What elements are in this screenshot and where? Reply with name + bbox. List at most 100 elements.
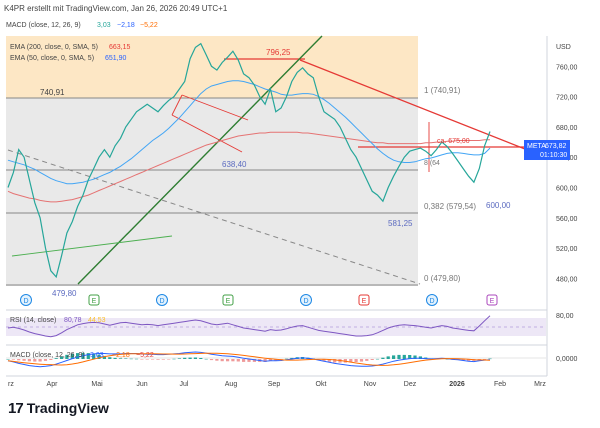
event-marker[interactable]: E [358, 294, 370, 306]
ema200-line [7, 131, 490, 203]
macd-signal-line [7, 352, 491, 366]
event-letter: E [92, 298, 97, 305]
rsi-v2: 44,53 [88, 317, 106, 324]
macd-hist-bar [397, 354, 401, 359]
macd-hist-bar [381, 357, 385, 359]
earnings-icon [88, 294, 100, 306]
macd-hist-bar [359, 359, 364, 362]
red-channel-lower [171, 114, 243, 153]
macd-hist-bar [92, 353, 96, 359]
macd-hist-bar [97, 354, 101, 359]
dividend-icon [300, 294, 312, 306]
event-marker[interactable]: D [300, 294, 312, 306]
macd-hist-bar [263, 359, 267, 362]
macd-hist-bar [183, 357, 187, 359]
macd-hist-bar [231, 359, 235, 362]
macd-hist-bar [226, 359, 230, 362]
event-marker[interactable]: E [486, 294, 498, 306]
event-marker[interactable]: E [88, 294, 100, 306]
macd-hist-bar [215, 359, 219, 361]
top-macd-v2: −2,18 [117, 22, 135, 29]
event-marker[interactable]: D [20, 294, 32, 306]
x-axis-label: rz [8, 381, 14, 388]
event-letter: D [303, 298, 308, 305]
event-letter: D [23, 298, 28, 305]
annot-mid-level: 638,40 [222, 160, 247, 169]
chart-credit: K4PR erstellt mit TradingView.com, Jan 2… [4, 4, 228, 13]
macd-hist-bar [284, 358, 289, 360]
tradingview-brand: TradingView [26, 400, 109, 416]
y-tick-label: 600,00 [556, 186, 578, 193]
macd-hist-bar [193, 357, 197, 359]
macd-v2: −2,18 [112, 352, 130, 359]
ticker-symbol: META [527, 143, 546, 150]
macd-hist-bar [27, 359, 31, 362]
macd-hist-bar [402, 354, 406, 359]
green-thin-line [11, 235, 173, 257]
macd-hist-bar [140, 359, 144, 360]
red-downtrend-line [299, 59, 536, 154]
earnings-icon [486, 294, 498, 306]
macd-hist-bar [86, 353, 90, 359]
macd-hist-bar [6, 359, 10, 360]
price-line [7, 42, 491, 279]
macd-hist-bar [49, 359, 53, 360]
event-marker[interactable]: D [426, 294, 438, 306]
macd-hist-bar [220, 359, 224, 362]
x-axis-label: Dez [404, 381, 417, 388]
x-axis-label: Aug [225, 381, 238, 388]
annot-fib1: 1 (740,91) [424, 86, 461, 95]
annot-low-nov: 581,25 [388, 219, 413, 228]
tradingview-mark-icon: 17 [8, 400, 24, 417]
macd-hist-bar [483, 359, 487, 360]
event-marker[interactable]: E [222, 294, 234, 306]
macd-hist-bar [418, 356, 422, 359]
macd-hist-bar [488, 358, 492, 360]
macd-hist-bar [177, 358, 181, 359]
event-letter: D [159, 298, 164, 305]
earnings-icon [222, 294, 234, 306]
annot-level600: 600,00 [486, 201, 511, 210]
ticker-countdown: 01:10:30 [540, 152, 567, 159]
macd-hist-bar [129, 358, 133, 360]
macd-hist-bar [408, 355, 412, 359]
macd-hist-bar [445, 359, 449, 360]
red-channel-upper [181, 94, 249, 121]
y-tick-label: 680,00 [556, 125, 578, 132]
top-macd-v3: −5,22 [140, 22, 158, 29]
macd-hist-bar [151, 359, 155, 360]
event-letter: E [362, 298, 367, 305]
annot-ca: ca. 675,00 [437, 138, 470, 145]
price-panel-bg [6, 96, 418, 286]
macd-hist-bar [76, 353, 80, 359]
x-axis-label: Apr [47, 381, 59, 388]
annot-fib0: 0 (479,80) [424, 274, 461, 283]
y-tick-label: 720,00 [556, 95, 578, 102]
currency-label: USD [556, 44, 571, 51]
macd-hist-bar [252, 359, 256, 362]
legend-ema200: EMA (200, close, 0, SMA, 5) [10, 44, 98, 51]
macd-hist-bar [365, 359, 369, 361]
macd-hist-bar [467, 359, 471, 361]
macd-hist-bar [386, 356, 390, 359]
event-letter: D [429, 298, 434, 305]
macd-hist-bar [413, 355, 417, 359]
dividend-icon [20, 294, 32, 306]
macd-hist-bar [327, 359, 331, 362]
macd-hist-bar [38, 359, 42, 362]
x-axis-label: Jul [180, 381, 189, 388]
y-tick-label: 760,00 [556, 64, 578, 71]
rsi-label: RSI (14, close) [10, 317, 56, 324]
event-marker[interactable]: D [156, 294, 168, 306]
earnings-icon [358, 294, 370, 306]
annot-high: 796,25 [266, 48, 291, 57]
macd-hist-bar [247, 359, 251, 362]
macd-hist-bar [322, 359, 326, 361]
rsi-line [7, 315, 491, 338]
macd-hist-bar [156, 359, 160, 360]
x-axis-label: Mai [91, 381, 103, 388]
rsi-scale: 80,00 [556, 313, 574, 320]
event-letter: E [226, 298, 231, 305]
